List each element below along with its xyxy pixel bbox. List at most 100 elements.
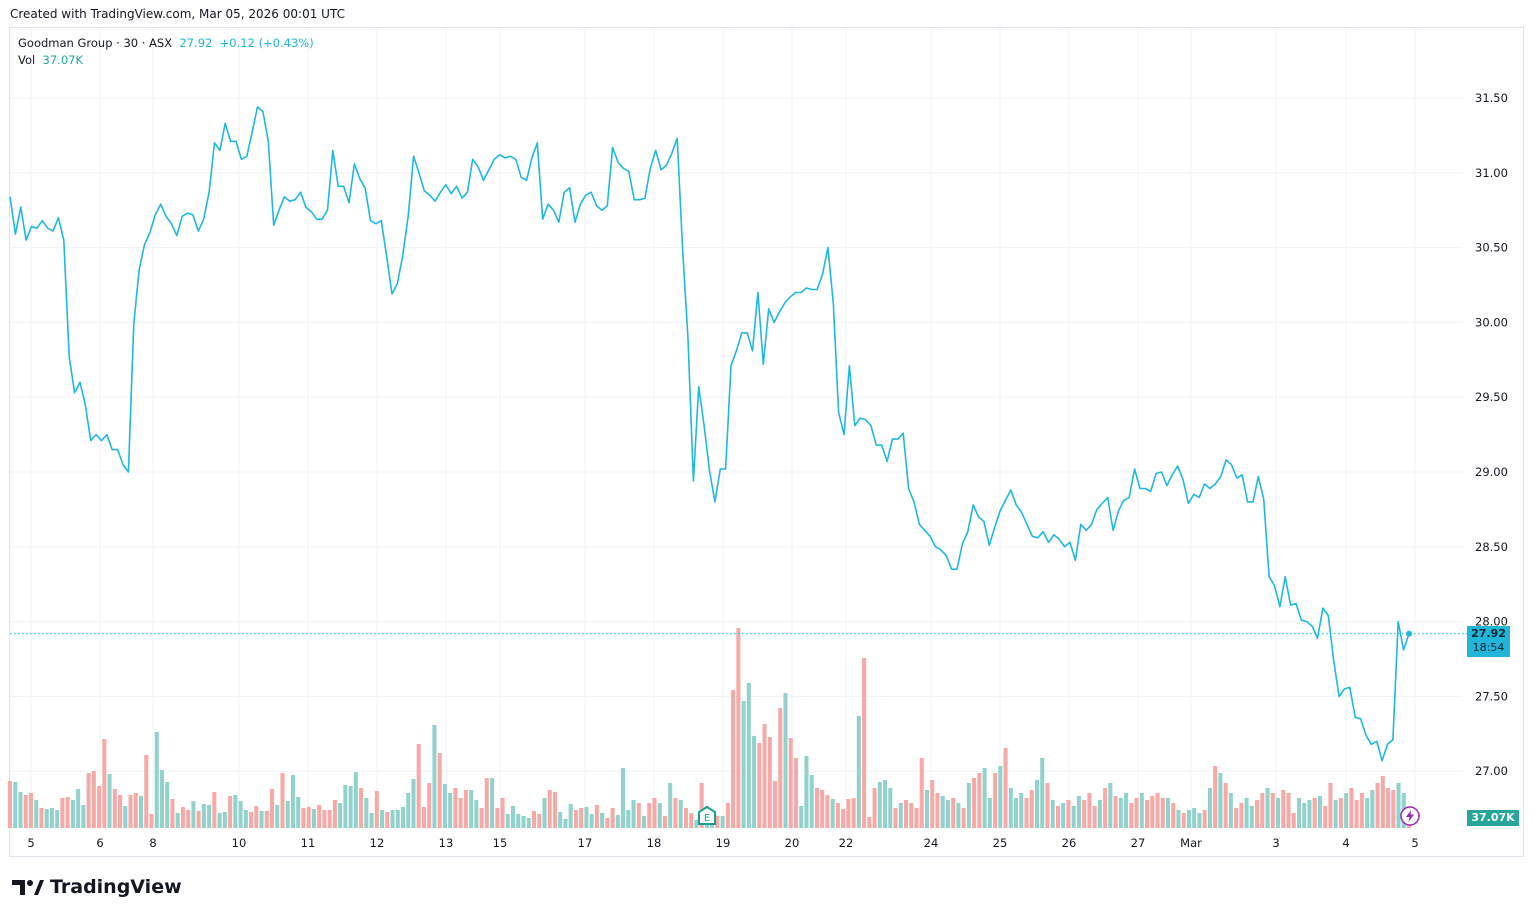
volume-bar bbox=[741, 701, 746, 828]
volume-bar bbox=[977, 773, 982, 828]
volume-bar bbox=[1270, 793, 1275, 828]
volume-label[interactable]: Vol bbox=[18, 53, 36, 67]
volume-bar bbox=[301, 808, 306, 828]
volume-bar bbox=[558, 812, 563, 828]
volume-bar bbox=[626, 810, 631, 828]
volume-bar bbox=[615, 815, 620, 828]
volume-bar bbox=[521, 816, 526, 828]
volume-bar bbox=[1165, 798, 1171, 828]
volume-bar bbox=[453, 788, 458, 828]
volume-bar bbox=[830, 799, 835, 828]
volume-bar bbox=[186, 810, 191, 828]
volume-bar bbox=[348, 786, 353, 828]
volume-bar bbox=[940, 796, 945, 828]
tradingview-logo[interactable]: TradingView bbox=[12, 876, 182, 898]
volume-bar bbox=[196, 811, 201, 828]
volume-bar bbox=[327, 810, 332, 828]
volume-bar bbox=[1365, 798, 1370, 828]
volume-bar bbox=[746, 683, 751, 828]
logo-text: TradingView bbox=[50, 876, 182, 898]
time-tick-label: 6 bbox=[96, 836, 103, 850]
volume-bar bbox=[369, 813, 374, 828]
volume-bar bbox=[1197, 813, 1202, 828]
volume-bar bbox=[1155, 793, 1160, 828]
volume-bar bbox=[657, 803, 662, 828]
volume-bar bbox=[1024, 798, 1029, 828]
volume-bar bbox=[39, 808, 44, 828]
volume-bar bbox=[359, 788, 364, 828]
volume-bar bbox=[411, 779, 416, 828]
time-tick-label: 27 bbox=[1131, 836, 1146, 850]
volume-bar bbox=[296, 797, 301, 828]
volume-bar bbox=[647, 803, 652, 828]
volume-bar bbox=[715, 816, 720, 828]
volume-bar bbox=[662, 816, 668, 828]
volume-bar bbox=[1092, 806, 1097, 828]
price-tick-label: 28.50 bbox=[1475, 540, 1508, 554]
earnings-marker[interactable]: E bbox=[698, 805, 716, 825]
volume-bar bbox=[909, 803, 914, 828]
volume-bar bbox=[1118, 798, 1123, 828]
volume-bar bbox=[495, 808, 500, 828]
volume-bar bbox=[1291, 813, 1296, 828]
volume-bar bbox=[1338, 798, 1343, 828]
volume-bar bbox=[1014, 798, 1019, 828]
symbol-title[interactable]: Goodman Group · 30 · ASX bbox=[18, 36, 173, 50]
volume-bar bbox=[1317, 796, 1322, 828]
volume-bar bbox=[416, 744, 421, 828]
volume-bar bbox=[605, 818, 610, 828]
time-tick-label: Mar bbox=[1180, 836, 1202, 850]
volume-bar bbox=[799, 806, 804, 828]
volume-bar bbox=[736, 628, 741, 828]
volume-bar bbox=[463, 790, 468, 828]
volume-bar bbox=[589, 814, 594, 828]
volume-bar bbox=[23, 795, 28, 828]
time-tick-label: 13 bbox=[439, 836, 454, 850]
lightning-icon[interactable] bbox=[1400, 806, 1420, 826]
volume-bar bbox=[951, 798, 956, 828]
volume-bar bbox=[1375, 783, 1380, 828]
volume-bar bbox=[841, 809, 846, 828]
volume-bar bbox=[112, 789, 117, 828]
chart-legend: Goodman Group · 30 · ASX 27.92 +0.12 (+0… bbox=[18, 35, 314, 69]
volume-bar bbox=[945, 800, 950, 828]
volume-bar bbox=[825, 795, 830, 828]
volume-bar bbox=[568, 804, 573, 828]
volume-bar bbox=[138, 796, 144, 828]
volume-bar bbox=[395, 810, 400, 828]
volume-bar bbox=[458, 798, 463, 828]
volume-bar bbox=[1050, 800, 1055, 828]
volume-bar bbox=[400, 807, 406, 828]
time-tick-label: 15 bbox=[493, 836, 508, 850]
volume-bar bbox=[338, 803, 343, 828]
current-price-tag: 27.92 18:54 bbox=[1467, 626, 1510, 657]
volume-bar bbox=[814, 788, 819, 828]
volume-bar bbox=[1255, 800, 1260, 828]
volume-bar bbox=[28, 793, 33, 828]
volume-bar bbox=[421, 807, 426, 828]
volume-bar bbox=[1029, 790, 1034, 828]
volume-bar bbox=[573, 810, 578, 828]
volume-bar bbox=[982, 768, 987, 828]
volume-bar bbox=[835, 803, 840, 828]
volume-bar bbox=[118, 795, 123, 828]
volume-bar bbox=[154, 732, 159, 828]
volume-bar bbox=[149, 814, 154, 828]
volume-bar bbox=[8, 781, 13, 828]
volume-bar bbox=[1045, 783, 1050, 828]
volume-bar bbox=[1249, 806, 1254, 828]
time-tick-label: 19 bbox=[716, 836, 731, 850]
price-tick-label: 31.00 bbox=[1475, 166, 1508, 180]
volume-bar bbox=[432, 725, 437, 828]
volume-bar bbox=[264, 811, 269, 828]
time-tick-label: 18 bbox=[647, 836, 662, 850]
volume-bar bbox=[1207, 788, 1212, 828]
volume-bar bbox=[820, 790, 825, 828]
volume-bar bbox=[1333, 800, 1338, 828]
volume-bar bbox=[851, 798, 856, 828]
volume-bar bbox=[228, 796, 233, 828]
volume-bar bbox=[883, 780, 888, 828]
volume-bar bbox=[689, 813, 694, 828]
volume-bar bbox=[961, 808, 966, 828]
